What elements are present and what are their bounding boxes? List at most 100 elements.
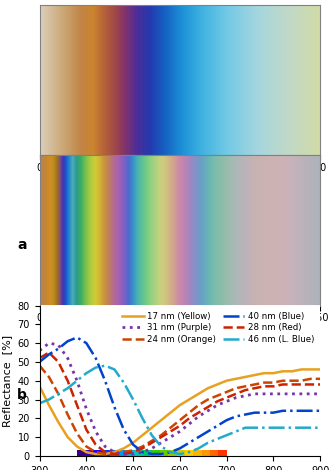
24 nm (Orange) bbox=[47, 374, 51, 380]
17 nm (Yellow) bbox=[309, 367, 313, 372]
24 nm (Orange) bbox=[103, 451, 107, 457]
24 nm (Orange) bbox=[75, 431, 79, 436]
24 nm (Orange) bbox=[169, 425, 173, 431]
17 nm (Yellow) bbox=[150, 425, 154, 431]
Legend: 17 nm (Yellow), 31 nm (Purple), 24 nm (Orange), 40 nm (Blue), 28 nm (Red), 46 nm: 17 nm (Yellow), 31 nm (Purple), 24 nm (O… bbox=[120, 310, 316, 345]
31 nm (Purple) bbox=[159, 440, 163, 446]
24 nm (Orange) bbox=[225, 389, 229, 395]
17 nm (Yellow) bbox=[84, 449, 88, 455]
46 nm (L. Blue) bbox=[187, 449, 191, 455]
Bar bbox=[193, 450, 202, 456]
40 nm (Blue) bbox=[103, 378, 107, 384]
31 nm (Purple) bbox=[290, 391, 294, 397]
Bar bbox=[177, 450, 185, 456]
Text: a: a bbox=[17, 238, 27, 252]
46 nm (L. Blue) bbox=[290, 425, 294, 431]
31 nm (Purple) bbox=[253, 391, 257, 397]
17 nm (Yellow) bbox=[178, 402, 182, 408]
28 nm (Red) bbox=[84, 427, 88, 432]
24 nm (Orange) bbox=[290, 378, 294, 384]
24 nm (Orange) bbox=[271, 380, 275, 385]
31 nm (Purple) bbox=[215, 402, 219, 408]
46 nm (L. Blue) bbox=[47, 397, 51, 402]
40 nm (Blue) bbox=[197, 434, 201, 440]
40 nm (Blue) bbox=[113, 404, 116, 410]
46 nm (L. Blue) bbox=[56, 391, 60, 397]
40 nm (Blue) bbox=[131, 442, 135, 447]
28 nm (Red) bbox=[169, 429, 173, 434]
Bar bbox=[102, 450, 110, 456]
17 nm (Yellow) bbox=[215, 382, 219, 387]
17 nm (Yellow) bbox=[56, 419, 60, 425]
Bar bbox=[185, 450, 193, 456]
X-axis label: Oxide thickness   [nm]: Oxide thickness [nm] bbox=[117, 324, 243, 335]
46 nm (L. Blue) bbox=[150, 432, 154, 438]
24 nm (Orange) bbox=[262, 380, 266, 385]
46 nm (L. Blue) bbox=[122, 380, 126, 385]
28 nm (Red) bbox=[94, 442, 98, 447]
40 nm (Blue) bbox=[141, 449, 145, 455]
Line: 17 nm (Yellow): 17 nm (Yellow) bbox=[40, 369, 320, 454]
31 nm (Purple) bbox=[187, 421, 191, 427]
24 nm (Orange) bbox=[84, 444, 88, 449]
Bar bbox=[218, 450, 227, 456]
28 nm (Red) bbox=[75, 402, 79, 408]
17 nm (Yellow) bbox=[243, 374, 247, 380]
46 nm (L. Blue) bbox=[234, 429, 238, 434]
31 nm (Purple) bbox=[262, 391, 266, 397]
46 nm (L. Blue) bbox=[75, 378, 79, 384]
46 nm (L. Blue) bbox=[215, 436, 219, 442]
31 nm (Purple) bbox=[318, 391, 322, 397]
28 nm (Red) bbox=[66, 378, 70, 384]
17 nm (Yellow) bbox=[197, 391, 201, 397]
31 nm (Purple) bbox=[234, 395, 238, 400]
Bar bbox=[168, 450, 177, 456]
46 nm (L. Blue) bbox=[159, 444, 163, 449]
40 nm (Blue) bbox=[66, 338, 70, 344]
28 nm (Red) bbox=[56, 359, 60, 365]
28 nm (Red) bbox=[113, 451, 116, 457]
40 nm (Blue) bbox=[94, 355, 98, 361]
17 nm (Yellow) bbox=[75, 444, 79, 449]
17 nm (Yellow) bbox=[169, 410, 173, 415]
17 nm (Yellow) bbox=[299, 367, 303, 372]
31 nm (Purple) bbox=[103, 444, 107, 449]
40 nm (Blue) bbox=[225, 417, 229, 423]
24 nm (Orange) bbox=[122, 449, 126, 455]
31 nm (Purple) bbox=[47, 340, 51, 346]
17 nm (Yellow) bbox=[122, 446, 126, 451]
28 nm (Red) bbox=[234, 391, 238, 397]
31 nm (Purple) bbox=[141, 449, 145, 455]
17 nm (Yellow) bbox=[262, 370, 266, 376]
28 nm (Red) bbox=[309, 382, 313, 387]
46 nm (L. Blue) bbox=[169, 449, 173, 455]
28 nm (Red) bbox=[215, 399, 219, 404]
17 nm (Yellow) bbox=[94, 451, 98, 457]
31 nm (Purple) bbox=[225, 399, 229, 404]
17 nm (Yellow) bbox=[113, 449, 116, 455]
24 nm (Orange) bbox=[66, 412, 70, 417]
24 nm (Orange) bbox=[159, 432, 163, 438]
17 nm (Yellow) bbox=[131, 440, 135, 446]
31 nm (Purple) bbox=[84, 406, 88, 412]
24 nm (Orange) bbox=[309, 376, 313, 382]
Line: 40 nm (Blue): 40 nm (Blue) bbox=[40, 337, 320, 454]
24 nm (Orange) bbox=[281, 378, 285, 384]
17 nm (Yellow) bbox=[206, 385, 210, 391]
Bar bbox=[127, 450, 135, 456]
28 nm (Red) bbox=[299, 382, 303, 387]
Text: b: b bbox=[17, 388, 27, 402]
28 nm (Red) bbox=[187, 415, 191, 421]
31 nm (Purple) bbox=[94, 429, 98, 434]
24 nm (Orange) bbox=[141, 444, 145, 449]
40 nm (Blue) bbox=[150, 451, 154, 457]
28 nm (Red) bbox=[178, 423, 182, 429]
17 nm (Yellow) bbox=[271, 370, 275, 376]
40 nm (Blue) bbox=[299, 408, 303, 414]
31 nm (Purple) bbox=[309, 391, 313, 397]
31 nm (Purple) bbox=[281, 391, 285, 397]
28 nm (Red) bbox=[47, 350, 51, 355]
46 nm (L. Blue) bbox=[243, 425, 247, 431]
31 nm (Purple) bbox=[75, 378, 79, 384]
40 nm (Blue) bbox=[38, 359, 42, 365]
